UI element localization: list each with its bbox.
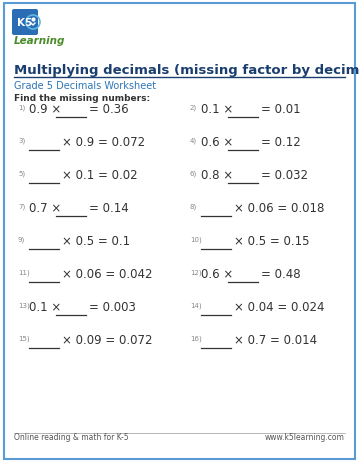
Text: = 0.003: = 0.003 [89,300,136,313]
Text: × 0.5 = 0.15: × 0.5 = 0.15 [234,234,309,247]
Text: = 0.14: = 0.14 [89,201,129,214]
Text: 13): 13) [18,302,30,308]
Text: Multiplying decimals (missing factor by decimals): Multiplying decimals (missing factor by … [14,64,359,77]
Text: 4): 4) [190,137,197,144]
Text: 8): 8) [190,203,197,210]
Text: 11): 11) [18,269,30,275]
Text: 0.9 ×: 0.9 × [29,103,61,116]
Text: 5): 5) [18,170,25,176]
FancyBboxPatch shape [4,4,355,459]
Text: Grade 5 Decimals Worksheet: Grade 5 Decimals Worksheet [14,81,156,91]
Text: 2): 2) [190,104,197,111]
Text: 0.7 ×: 0.7 × [29,201,61,214]
Text: 10): 10) [190,236,202,243]
FancyBboxPatch shape [12,10,38,36]
Text: = 0.01: = 0.01 [261,103,300,116]
Text: = 0.36: = 0.36 [89,103,129,116]
Text: = 0.48: = 0.48 [261,268,300,281]
Text: www.k5learning.com: www.k5learning.com [265,432,345,441]
Text: Find the missing numbers:: Find the missing numbers: [14,94,150,103]
Text: 0.8 ×: 0.8 × [201,169,233,181]
Text: × 0.1 = 0.02: × 0.1 = 0.02 [62,169,137,181]
Text: × 0.5 = 0.1: × 0.5 = 0.1 [62,234,130,247]
Text: Online reading & math for K-5: Online reading & math for K-5 [14,432,129,441]
Text: 7): 7) [18,203,25,210]
Text: 9): 9) [18,236,25,243]
Text: = 0.032: = 0.032 [261,169,308,181]
Text: 0.1 ×: 0.1 × [29,300,61,313]
Text: × 0.06 = 0.018: × 0.06 = 0.018 [234,201,325,214]
Text: 12): 12) [190,269,202,275]
Text: 0.1 ×: 0.1 × [201,103,233,116]
Text: 6): 6) [190,170,197,176]
Text: K5: K5 [17,18,33,28]
Text: 1): 1) [18,104,25,111]
Text: × 0.04 = 0.024: × 0.04 = 0.024 [234,300,325,313]
Text: 3): 3) [18,137,25,144]
Text: 15): 15) [18,335,30,341]
Text: 0.6 ×: 0.6 × [201,268,233,281]
Text: 14): 14) [190,302,202,308]
Text: × 0.06 = 0.042: × 0.06 = 0.042 [62,268,153,281]
Text: 0.6 ×: 0.6 × [201,136,233,149]
Text: × 0.9 = 0.072: × 0.9 = 0.072 [62,136,145,149]
Text: = 0.12: = 0.12 [261,136,301,149]
Text: Learning: Learning [14,36,65,46]
Text: × 0.7 = 0.014: × 0.7 = 0.014 [234,333,317,346]
Text: 16): 16) [190,335,202,341]
Text: × 0.09 = 0.072: × 0.09 = 0.072 [62,333,153,346]
